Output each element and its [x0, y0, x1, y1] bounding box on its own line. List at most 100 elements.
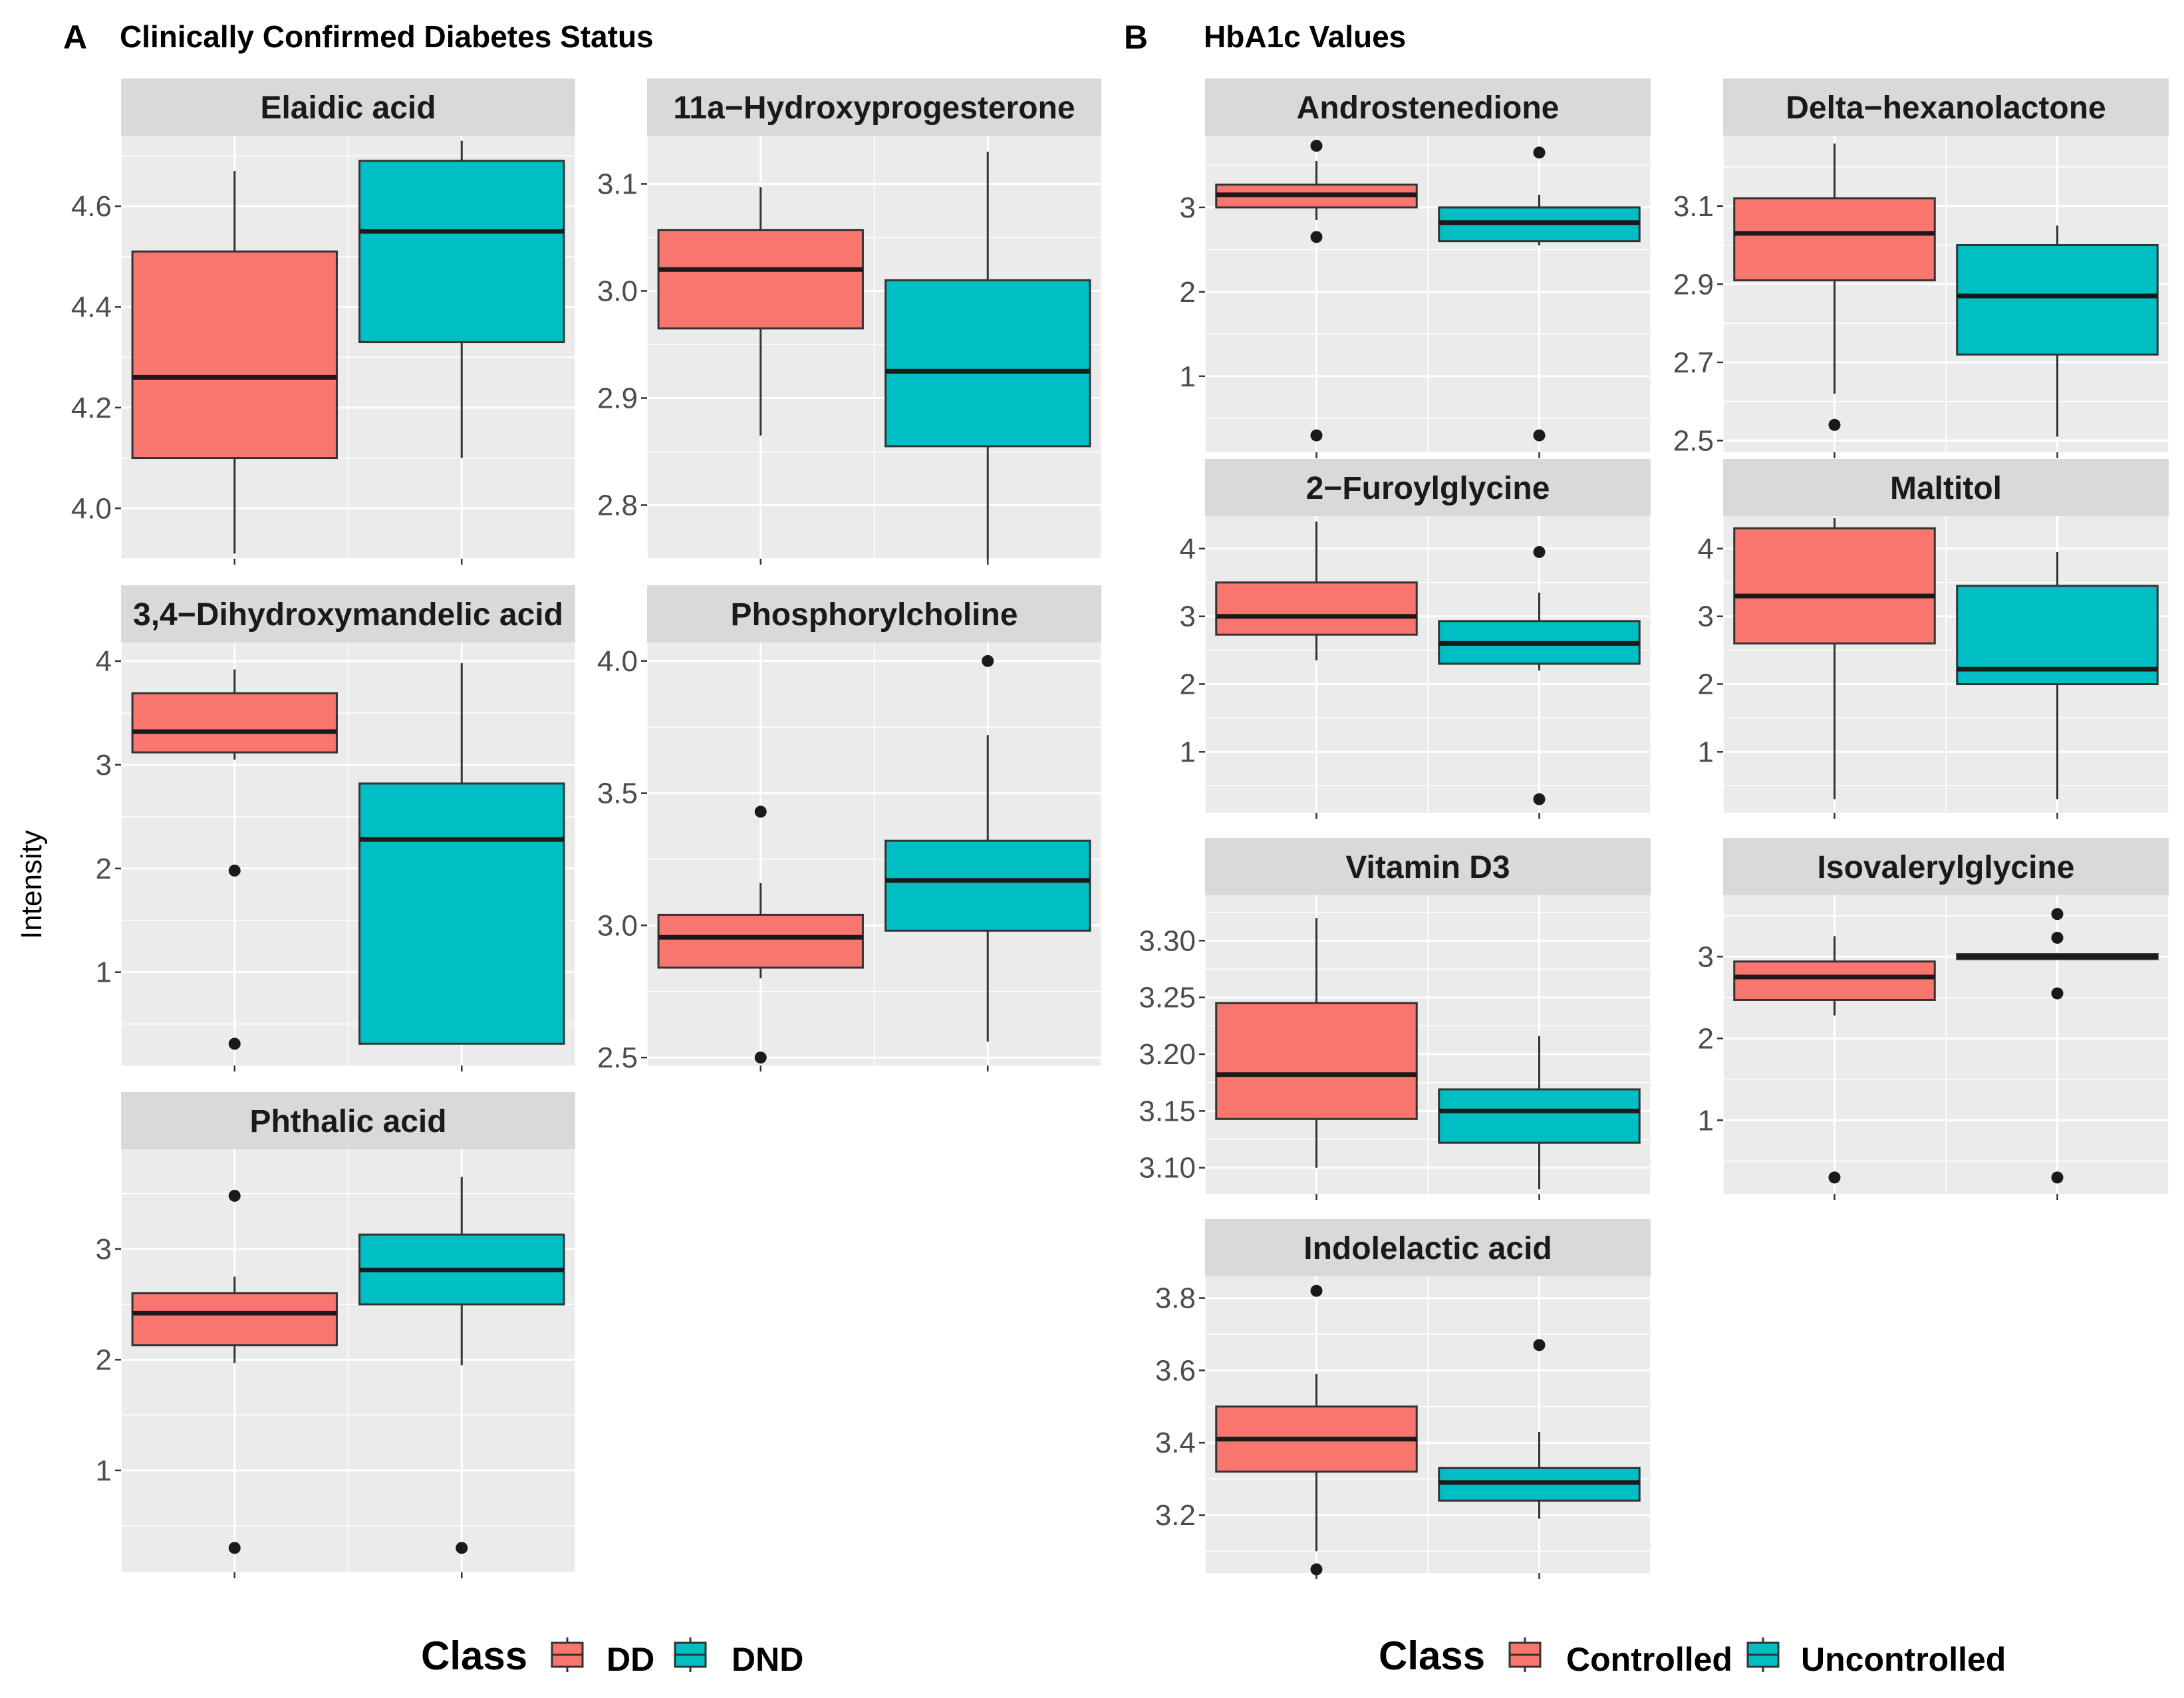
- y-tick-label: 1: [1698, 1104, 1714, 1137]
- box-controlled: [1733, 143, 1936, 431]
- outlier-point: [228, 864, 241, 877]
- y-tick-label: 4: [96, 645, 112, 678]
- facet-title: Androstenedione: [1297, 90, 1560, 126]
- iqr-box: [1215, 581, 1418, 636]
- box-uncontrolled: [1956, 551, 2159, 799]
- facet-phthalic-acid: Phthalic acid 1 2 3: [96, 1092, 576, 1578]
- box-controlled: [1733, 936, 1936, 1184]
- y-tick-label: 2: [96, 853, 112, 885]
- outlier-point: [1310, 1563, 1323, 1576]
- legend-a: Class DD DND: [421, 1633, 803, 1678]
- y-tick-label: 4.2: [71, 392, 112, 424]
- panel-b-title: HbA1c Values: [1204, 19, 1406, 54]
- box-controlled: [1733, 518, 1936, 799]
- box-controlled: [1215, 140, 1418, 442]
- outlier-point: [1828, 1171, 1841, 1184]
- y-tick-label: 1: [1698, 736, 1714, 768]
- strip-bg: [647, 78, 1101, 136]
- facet-2-furoylglycine: 2−Furoylglycine 1 2 3 4: [1180, 459, 1651, 819]
- y-tick-label: 2: [1698, 668, 1714, 701]
- outlier-point: [228, 1189, 241, 1202]
- box-controlled: [1215, 918, 1418, 1168]
- box-controlled: [1215, 521, 1418, 660]
- strip-bg: [1723, 78, 2169, 136]
- outlier-point: [1533, 1339, 1546, 1351]
- y-axis-label: Intensity: [15, 830, 48, 939]
- strip-bg: [1723, 459, 2169, 516]
- iqr-box: [1215, 1002, 1418, 1120]
- iqr-box: [657, 229, 864, 330]
- outlier-point: [456, 1542, 468, 1554]
- outlier-point: [1828, 418, 1841, 431]
- outlier-point: [1310, 140, 1323, 152]
- strip-bg: [1723, 838, 2169, 895]
- outlier-point: [2051, 931, 2064, 944]
- iqr-box: [131, 250, 338, 460]
- legend-b: Class Controlled Uncontrolled: [1379, 1633, 2006, 1678]
- iqr-box: [131, 1292, 338, 1347]
- strip-bg: [121, 1092, 575, 1149]
- facet-11a-hydroxyprogesterone: 11a−Hydroxyprogesterone 2.8 2.9 3.0 3.1: [597, 78, 1102, 565]
- facet-title: 11a−Hydroxyprogesterone: [673, 90, 1075, 126]
- y-tick-label: 4.0: [71, 492, 112, 525]
- y-tick-label: 2: [1180, 668, 1196, 701]
- box-dnd: [358, 140, 565, 458]
- iqr-box: [1733, 527, 1936, 644]
- y-tick-label: 2: [1180, 276, 1196, 309]
- outlier-point: [2051, 908, 2064, 920]
- facet-title: Maltitol: [1890, 471, 2002, 506]
- legend-a-title: Class: [421, 1633, 527, 1678]
- y-tick-label: 3.6: [1155, 1354, 1196, 1387]
- facet-title: Elaidic acid: [260, 90, 436, 126]
- strip-bg: [1205, 459, 1651, 516]
- y-tick-label: 3.10: [1139, 1152, 1196, 1185]
- iqr-box: [885, 839, 1091, 932]
- outlier-point: [1533, 793, 1546, 805]
- y-tick-label: 1: [96, 956, 112, 989]
- y-tick-label: 2.7: [1673, 347, 1714, 379]
- y-tick-label: 3.1: [1673, 190, 1714, 223]
- legend-label-dnd: DND: [732, 1641, 803, 1678]
- legend-b-title: Class: [1379, 1633, 1485, 1678]
- y-tick-label: 3.25: [1139, 982, 1196, 1014]
- box-uncontrolled: [1438, 545, 1641, 805]
- iqr-box: [1956, 244, 2159, 356]
- y-tick-label: 3.0: [597, 909, 638, 942]
- facet-elaidic-acid: Elaidic acid 4.0 4.2 4.4 4.6: [71, 78, 576, 565]
- strip-bg: [121, 585, 575, 642]
- iqr-box: [1733, 197, 1936, 281]
- y-tick-label: 3.15: [1139, 1095, 1196, 1127]
- y-tick-label: 4: [1698, 533, 1714, 565]
- box-dnd: [885, 152, 1091, 559]
- y-tick-label: 2: [1698, 1022, 1714, 1055]
- outlier-point: [2051, 1171, 2064, 1184]
- facet-delta-hexanolactone: Delta−hexanolactone 2.5 2.7 2.9 3.1: [1673, 78, 2169, 458]
- y-tick-label: 3: [1180, 601, 1196, 633]
- strip-bg: [121, 78, 575, 136]
- box-dnd: [885, 654, 1091, 1042]
- legend-key-controlled: [1508, 1637, 1542, 1672]
- facet-indolelactic-acid: Indolelactic acid 3.2 3.4 3.6 3.8: [1155, 1219, 1651, 1579]
- box-dd: [131, 1189, 338, 1554]
- outlier-point: [228, 1542, 241, 1554]
- y-tick-label: 3.0: [597, 275, 638, 307]
- iqr-box: [358, 160, 565, 343]
- y-tick-label: 4.0: [597, 645, 638, 678]
- y-tick-label: 3: [1698, 940, 1714, 973]
- facet-androstenedione: Androstenedione 1 2 3: [1180, 78, 1651, 458]
- facet-title: Indolelactic acid: [1303, 1231, 1552, 1266]
- outlier-point: [1533, 146, 1546, 159]
- y-tick-label: 3.20: [1139, 1038, 1196, 1071]
- legend-key-uncontrolled: [1746, 1637, 1780, 1672]
- y-tick-label: 2.5: [597, 1042, 638, 1074]
- box-uncontrolled: [1438, 146, 1641, 442]
- iqr-box: [885, 279, 1091, 448]
- outlier-point: [1533, 429, 1546, 442]
- panel-a-letter: A: [63, 19, 87, 56]
- facet-vitamin-d3: Vitamin D3 3.10 3.15 3.20 3.25 3.30: [1139, 838, 1651, 1200]
- y-tick-label: 1: [96, 1455, 112, 1487]
- legend-label-dd: DD: [607, 1641, 654, 1678]
- strip-bg: [647, 585, 1101, 642]
- panel-b-letter: B: [1124, 19, 1148, 56]
